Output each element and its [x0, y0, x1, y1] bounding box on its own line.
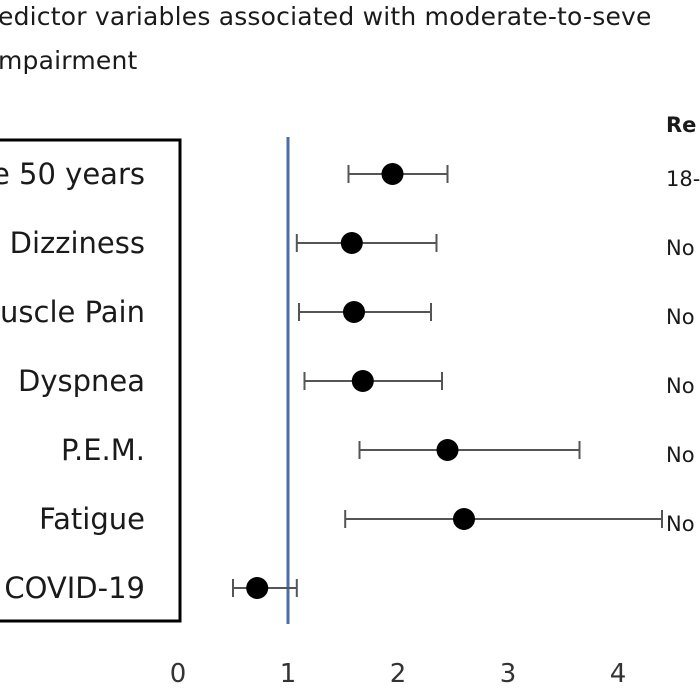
reference-category-label: No — [666, 236, 695, 260]
category-label: e 50 years — [0, 157, 145, 191]
reference-category-label: No — [666, 305, 695, 329]
reference-category-label: No — [666, 443, 695, 467]
point-estimate — [340, 232, 363, 254]
chart-title-line-1: edictor variables associated with modera… — [0, 2, 652, 31]
reference-header: Re — [666, 113, 696, 137]
reference-category-label: No — [666, 512, 695, 536]
reference-category-label: 18- — [666, 167, 700, 191]
x-tick-label: 4 — [610, 659, 627, 689]
x-tick-label: 3 — [500, 659, 517, 689]
category-label: Dizziness — [10, 226, 145, 260]
point-estimate — [453, 508, 475, 530]
reference-category-label: No — [666, 374, 695, 398]
error-bar — [344, 510, 663, 528]
x-tick-label: 1 — [280, 659, 297, 689]
x-tick-label: 0 — [170, 659, 187, 689]
category-label: P.E.M. — [61, 433, 145, 467]
error-bar — [295, 234, 438, 252]
error-bar — [358, 441, 581, 459]
point-estimate — [381, 163, 404, 185]
point-estimate — [246, 577, 269, 599]
category-label: Fatigue — [39, 502, 145, 536]
point-estimate — [343, 301, 365, 323]
category-label: Dyspnea — [18, 364, 145, 398]
point-estimate — [351, 370, 374, 392]
label-box — [0, 138, 182, 623]
category-label: COVID-19 — [4, 571, 145, 605]
chart-title-line-2: mpairment — [0, 46, 138, 75]
point-estimate — [436, 439, 459, 461]
x-tick-label: 2 — [390, 659, 407, 689]
category-label: uscle Pain — [0, 295, 145, 329]
